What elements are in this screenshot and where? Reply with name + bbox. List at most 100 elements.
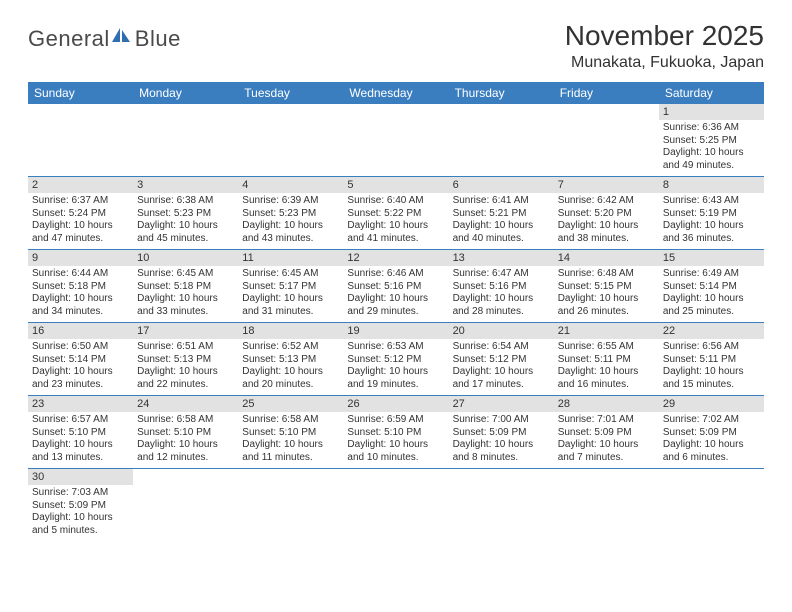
day-header: Saturday — [659, 82, 764, 104]
day-content: Sunrise: 6:40 AMSunset: 5:22 PMDaylight:… — [343, 193, 448, 249]
sunset-line: Sunset: 5:14 PM — [32, 354, 129, 367]
calendar-cell: 20Sunrise: 6:54 AMSunset: 5:12 PMDayligh… — [449, 323, 554, 396]
day-number: 11 — [238, 250, 343, 266]
sunrise-line: Sunrise: 6:57 AM — [32, 414, 129, 427]
day-number: 16 — [28, 323, 133, 339]
daylight-line: Daylight: 10 hours and 40 minutes. — [453, 220, 550, 245]
calendar-cell — [238, 104, 343, 177]
calendar-cell: 23Sunrise: 6:57 AMSunset: 5:10 PMDayligh… — [28, 396, 133, 469]
day-content: Sunrise: 7:02 AMSunset: 5:09 PMDaylight:… — [659, 412, 764, 468]
day-header: Sunday — [28, 82, 133, 104]
calendar-cell: 8Sunrise: 6:43 AMSunset: 5:19 PMDaylight… — [659, 177, 764, 250]
daylight-line: Daylight: 10 hours and 28 minutes. — [453, 293, 550, 318]
daylight-line: Daylight: 10 hours and 19 minutes. — [347, 366, 444, 391]
day-number: 1 — [659, 104, 764, 120]
sunset-line: Sunset: 5:19 PM — [663, 208, 760, 221]
day-number: 15 — [659, 250, 764, 266]
day-header: Wednesday — [343, 82, 448, 104]
sunrise-line: Sunrise: 6:46 AM — [347, 268, 444, 281]
day-number: 6 — [449, 177, 554, 193]
sunrise-line: Sunrise: 6:58 AM — [137, 414, 234, 427]
calendar-cell: 5Sunrise: 6:40 AMSunset: 5:22 PMDaylight… — [343, 177, 448, 250]
sunrise-line: Sunrise: 6:40 AM — [347, 195, 444, 208]
calendar-cell: 21Sunrise: 6:55 AMSunset: 5:11 PMDayligh… — [554, 323, 659, 396]
calendar-cell — [449, 469, 554, 542]
sunset-line: Sunset: 5:18 PM — [137, 281, 234, 294]
calendar-cell: 11Sunrise: 6:45 AMSunset: 5:17 PMDayligh… — [238, 250, 343, 323]
calendar-cell: 17Sunrise: 6:51 AMSunset: 5:13 PMDayligh… — [133, 323, 238, 396]
sunset-line: Sunset: 5:23 PM — [137, 208, 234, 221]
calendar-cell: 9Sunrise: 6:44 AMSunset: 5:18 PMDaylight… — [28, 250, 133, 323]
daylight-line: Daylight: 10 hours and 38 minutes. — [558, 220, 655, 245]
sunset-line: Sunset: 5:23 PM — [242, 208, 339, 221]
sunrise-line: Sunrise: 6:48 AM — [558, 268, 655, 281]
sunset-line: Sunset: 5:10 PM — [347, 427, 444, 440]
day-number: 14 — [554, 250, 659, 266]
day-number: 12 — [343, 250, 448, 266]
day-number: 3 — [133, 177, 238, 193]
sunset-line: Sunset: 5:16 PM — [347, 281, 444, 294]
calendar-cell: 4Sunrise: 6:39 AMSunset: 5:23 PMDaylight… — [238, 177, 343, 250]
day-content: Sunrise: 6:56 AMSunset: 5:11 PMDaylight:… — [659, 339, 764, 395]
sunset-line: Sunset: 5:25 PM — [663, 135, 760, 148]
daylight-line: Daylight: 10 hours and 5 minutes. — [32, 512, 129, 537]
daylight-line: Daylight: 10 hours and 6 minutes. — [663, 439, 760, 464]
day-header: Monday — [133, 82, 238, 104]
logo-word1: General — [28, 26, 110, 52]
daylight-line: Daylight: 10 hours and 49 minutes. — [663, 147, 760, 172]
day-number: 2 — [28, 177, 133, 193]
daylight-line: Daylight: 10 hours and 29 minutes. — [347, 293, 444, 318]
header: General Blue November 2025 Munakata, Fuk… — [28, 20, 764, 72]
day-number: 17 — [133, 323, 238, 339]
daylight-line: Daylight: 10 hours and 15 minutes. — [663, 366, 760, 391]
sunrise-line: Sunrise: 6:36 AM — [663, 122, 760, 135]
daylight-line: Daylight: 10 hours and 45 minutes. — [137, 220, 234, 245]
location: Munakata, Fukuoka, Japan — [565, 54, 764, 72]
day-number: 10 — [133, 250, 238, 266]
day-content: Sunrise: 6:50 AMSunset: 5:14 PMDaylight:… — [28, 339, 133, 395]
calendar-week: 9Sunrise: 6:44 AMSunset: 5:18 PMDaylight… — [28, 250, 764, 323]
day-content: Sunrise: 6:57 AMSunset: 5:10 PMDaylight:… — [28, 412, 133, 468]
day-number: 5 — [343, 177, 448, 193]
daylight-line: Daylight: 10 hours and 23 minutes. — [32, 366, 129, 391]
calendar-cell: 26Sunrise: 6:59 AMSunset: 5:10 PMDayligh… — [343, 396, 448, 469]
sunset-line: Sunset: 5:10 PM — [32, 427, 129, 440]
daylight-line: Daylight: 10 hours and 31 minutes. — [242, 293, 339, 318]
calendar-cell: 13Sunrise: 6:47 AMSunset: 5:16 PMDayligh… — [449, 250, 554, 323]
calendar-cell: 28Sunrise: 7:01 AMSunset: 5:09 PMDayligh… — [554, 396, 659, 469]
day-content: Sunrise: 6:48 AMSunset: 5:15 PMDaylight:… — [554, 266, 659, 322]
day-number: 25 — [238, 396, 343, 412]
daylight-line: Daylight: 10 hours and 41 minutes. — [347, 220, 444, 245]
calendar-cell: 3Sunrise: 6:38 AMSunset: 5:23 PMDaylight… — [133, 177, 238, 250]
daylight-line: Daylight: 10 hours and 11 minutes. — [242, 439, 339, 464]
day-content: Sunrise: 6:58 AMSunset: 5:10 PMDaylight:… — [133, 412, 238, 468]
sunrise-line: Sunrise: 6:51 AM — [137, 341, 234, 354]
sunrise-line: Sunrise: 6:50 AM — [32, 341, 129, 354]
day-content: Sunrise: 6:45 AMSunset: 5:17 PMDaylight:… — [238, 266, 343, 322]
sunset-line: Sunset: 5:09 PM — [558, 427, 655, 440]
calendar-cell: 2Sunrise: 6:37 AMSunset: 5:24 PMDaylight… — [28, 177, 133, 250]
calendar-cell: 1Sunrise: 6:36 AMSunset: 5:25 PMDaylight… — [659, 104, 764, 177]
daylight-line: Daylight: 10 hours and 22 minutes. — [137, 366, 234, 391]
sunset-line: Sunset: 5:12 PM — [453, 354, 550, 367]
sunset-line: Sunset: 5:11 PM — [558, 354, 655, 367]
sunrise-line: Sunrise: 6:54 AM — [453, 341, 550, 354]
title-block: November 2025 Munakata, Fukuoka, Japan — [565, 20, 764, 72]
sunrise-line: Sunrise: 6:42 AM — [558, 195, 655, 208]
calendar-week: 2Sunrise: 6:37 AMSunset: 5:24 PMDaylight… — [28, 177, 764, 250]
day-header: Friday — [554, 82, 659, 104]
sunrise-line: Sunrise: 6:45 AM — [242, 268, 339, 281]
sunset-line: Sunset: 5:16 PM — [453, 281, 550, 294]
calendar-cell — [343, 104, 448, 177]
sunset-line: Sunset: 5:14 PM — [663, 281, 760, 294]
day-header: Tuesday — [238, 82, 343, 104]
day-content: Sunrise: 6:44 AMSunset: 5:18 PMDaylight:… — [28, 266, 133, 322]
day-number: 22 — [659, 323, 764, 339]
sunrise-line: Sunrise: 7:00 AM — [453, 414, 550, 427]
day-number: 20 — [449, 323, 554, 339]
calendar-cell: 16Sunrise: 6:50 AMSunset: 5:14 PMDayligh… — [28, 323, 133, 396]
day-content: Sunrise: 6:51 AMSunset: 5:13 PMDaylight:… — [133, 339, 238, 395]
day-content: Sunrise: 6:43 AMSunset: 5:19 PMDaylight:… — [659, 193, 764, 249]
day-content: Sunrise: 6:36 AMSunset: 5:25 PMDaylight:… — [659, 120, 764, 176]
daylight-line: Daylight: 10 hours and 7 minutes. — [558, 439, 655, 464]
